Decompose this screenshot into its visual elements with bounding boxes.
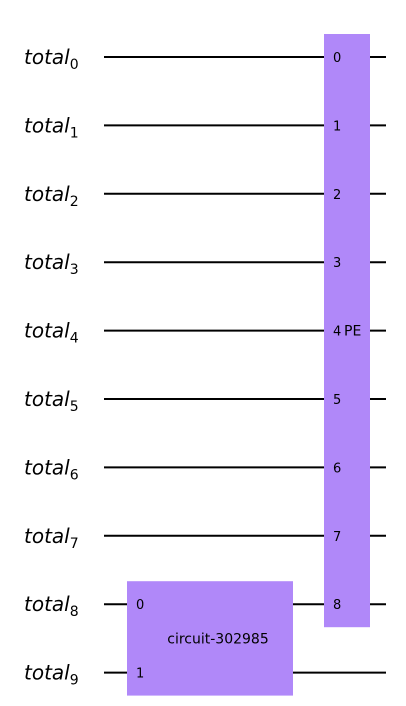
qubit-label: total9 [24, 661, 79, 689]
gate-pin-label: 8 [333, 598, 341, 613]
qubit-label: total3 [24, 250, 79, 278]
qubit-label-index: 3 [70, 262, 79, 278]
qubit-label-register: total [24, 182, 70, 206]
qubit-label-index: 0 [70, 57, 79, 73]
qubit-label-register: total [24, 250, 70, 274]
qubit-label: total0 [24, 45, 79, 73]
gate-label: PE [344, 324, 361, 340]
qubit-label-index: 1 [70, 125, 79, 141]
qubit-label-register: total [24, 113, 70, 137]
gate-pin-label: 0 [333, 51, 341, 66]
qubit-label-register: total [24, 455, 70, 479]
qubit-label-index: 9 [70, 673, 79, 689]
gate-pin-label: 5 [333, 393, 341, 408]
qubit-label-register: total [24, 319, 70, 343]
qubit-label: total2 [24, 182, 79, 210]
qubit-label: total7 [24, 524, 79, 552]
gate-pin-label: 1 [136, 667, 144, 682]
gate-pin-label: 3 [333, 256, 341, 271]
qubit-label: total6 [24, 455, 79, 483]
qubit-label-index: 5 [70, 399, 79, 415]
gate-pin-label: 7 [333, 530, 341, 545]
qubit-label-index: 2 [70, 194, 79, 210]
qubit-label-register: total [24, 661, 70, 685]
gate-pin-label: 1 [333, 119, 341, 134]
gate-pin-label: 2 [333, 188, 341, 203]
qubit-label: total1 [24, 113, 79, 141]
gate-pin-label: 4 [333, 325, 341, 340]
circuit-gate: 0 1 circuit-302985 [127, 581, 293, 696]
qubit-label-index: 8 [70, 604, 79, 620]
qubit-label-register: total [24, 592, 70, 616]
qubit-label-register: total [24, 387, 70, 411]
qubit-label-index: 4 [70, 331, 79, 347]
qubit-label: total4 [24, 319, 79, 347]
gate-pin-label: 6 [333, 461, 341, 476]
qubit-label-index: 7 [70, 536, 79, 552]
qubit-label: total5 [24, 387, 79, 415]
qubit-label-register: total [24, 45, 70, 69]
gates: 0 1 2 3 4 5 6 7 8 PE 0 1 circuit-302985 [127, 34, 370, 696]
qubit-label: total8 [24, 592, 79, 620]
gate-label: circuit-302985 [167, 631, 268, 647]
qubit-label-register: total [24, 524, 70, 548]
qubit-labels: total0total1total2total3total4total5tota… [24, 45, 79, 689]
pe-gate-box [324, 34, 370, 628]
pe-gate: 0 1 2 3 4 5 6 7 8 PE [324, 34, 370, 628]
gate-pin-label: 0 [136, 598, 144, 613]
circuit-gate-box [127, 581, 293, 696]
qubit-label-index: 6 [70, 467, 79, 483]
